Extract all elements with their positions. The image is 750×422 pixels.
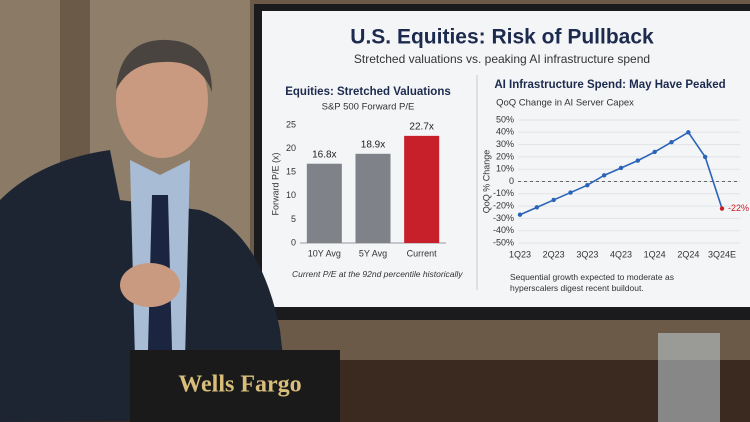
y-tick-label: 10 bbox=[286, 190, 296, 200]
bar bbox=[306, 163, 342, 243]
bar bbox=[355, 153, 391, 243]
chart-note: Sequential growth expected to moderate a… bbox=[510, 272, 674, 293]
nameplate bbox=[130, 350, 340, 422]
chart-subtitle: QoQ Change in AI Server Capex bbox=[496, 98, 634, 109]
person-hair bbox=[116, 39, 212, 92]
screen bbox=[262, 11, 750, 307]
y-tick-label: 0 bbox=[291, 237, 296, 247]
point bbox=[585, 182, 590, 188]
nameplate-text: Wells Fargo bbox=[178, 372, 301, 398]
line bbox=[519, 131, 706, 216]
value-label: 18.9x bbox=[361, 139, 385, 150]
point bbox=[534, 205, 540, 210]
value-label: 22.7x bbox=[409, 121, 433, 132]
chart-note: Current P/E at the 92nd percentile histo… bbox=[292, 269, 463, 279]
x-tick-label: Current bbox=[407, 248, 438, 258]
y-tick-label: -10% bbox=[493, 188, 514, 198]
y-tick-label: 20 bbox=[286, 143, 296, 153]
chart-title: AI Infrastructure Spend: May Have Peaked bbox=[494, 79, 725, 91]
x-tick-label: 1Q24 bbox=[644, 249, 666, 259]
point bbox=[652, 149, 657, 155]
y-tick-label: 0 bbox=[509, 176, 514, 186]
person-hand bbox=[120, 263, 180, 307]
y-tick-label: -50% bbox=[493, 237, 514, 247]
y-tick-label: 20% bbox=[496, 151, 514, 161]
y-tick-label: -40% bbox=[493, 225, 514, 235]
x-tick-label: 2Q24 bbox=[677, 249, 699, 259]
y-tick-label: 10% bbox=[496, 164, 514, 174]
chart-subtitle: S&P 500 Forward P/E bbox=[322, 102, 415, 113]
x-tick-label: 3Q23 bbox=[576, 249, 598, 259]
point bbox=[601, 173, 607, 178]
value-label: -22% bbox=[728, 203, 749, 213]
y-tick-label: -30% bbox=[493, 213, 514, 223]
point bbox=[686, 130, 691, 135]
point bbox=[702, 154, 708, 160]
y-axis-label: Forward P/E (x) bbox=[270, 152, 280, 215]
y-tick-label: 30% bbox=[496, 139, 514, 149]
y-tick-label: 50% bbox=[496, 114, 514, 124]
point bbox=[517, 212, 523, 217]
screen-subtitle: Stretched valuations vs. peaking AI infr… bbox=[354, 52, 650, 66]
y-axis-label: QoQ % Change bbox=[481, 150, 491, 214]
x-tick-label: 5Y Avg bbox=[359, 248, 387, 258]
y-tick-label: 25 bbox=[286, 119, 296, 129]
y-tick-label: 5 bbox=[291, 214, 296, 224]
y-tick-label: -20% bbox=[493, 200, 514, 210]
x-tick-label: 2Q23 bbox=[543, 249, 565, 259]
point bbox=[635, 158, 641, 163]
y-tick-label: 15 bbox=[286, 167, 296, 177]
x-tick-label: 10Y Avg bbox=[308, 248, 341, 258]
point bbox=[618, 165, 624, 171]
x-tick-label: 4Q23 bbox=[610, 249, 632, 259]
x-tick-label: 1Q23 bbox=[509, 249, 531, 259]
y-tick-label: 40% bbox=[496, 127, 514, 137]
bar bbox=[404, 135, 440, 243]
value-label: 16.8x bbox=[312, 149, 336, 160]
water-glass bbox=[658, 333, 720, 422]
point bbox=[719, 206, 725, 211]
screen-title: U.S. Equities: Risk of Pullback bbox=[350, 26, 654, 49]
point bbox=[669, 139, 674, 145]
point bbox=[551, 197, 556, 203]
point bbox=[568, 190, 573, 195]
line-segment bbox=[704, 156, 723, 209]
chart-title: Equities: Stretched Valuations bbox=[285, 86, 451, 98]
x-tick-label: 3Q24E bbox=[708, 249, 736, 259]
person-head bbox=[116, 42, 208, 158]
